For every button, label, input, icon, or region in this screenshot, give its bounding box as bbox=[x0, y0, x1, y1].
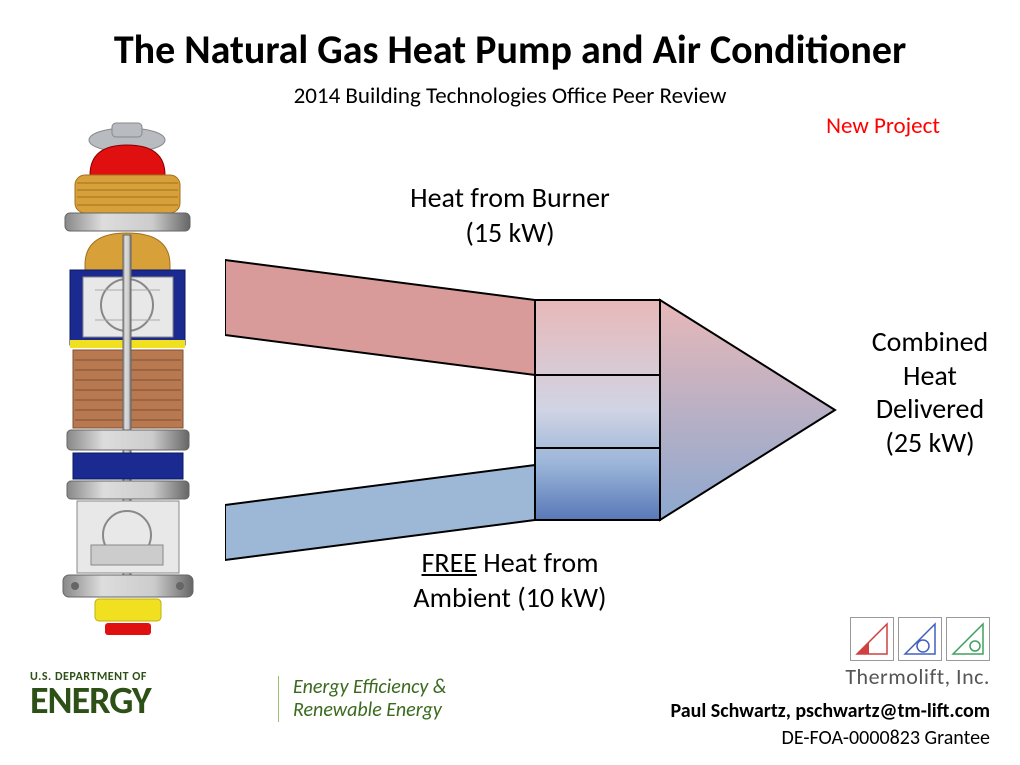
combined-text-2: Heat bbox=[903, 358, 957, 393]
free-rest: Heat from bbox=[477, 545, 599, 580]
thermolift-logo: Thermolift, Inc. bbox=[845, 617, 990, 690]
free-word: FREE bbox=[422, 545, 477, 580]
burner-label: Heat from Burner (15 kW) bbox=[370, 180, 650, 250]
subtitle: 2014 Building Technologies Office Peer R… bbox=[0, 82, 1020, 110]
blue-triangle-icon bbox=[898, 617, 942, 661]
thermolift-name: Thermolift, Inc. bbox=[845, 663, 990, 690]
author-text: Paul Schwartz, pschwartz@tm-lift.com bbox=[670, 699, 990, 723]
doe-logo: U.S. DEPARTMENT OF ENERGY Energy Efficie… bbox=[30, 670, 460, 740]
combined-text-1: Combined bbox=[872, 324, 989, 359]
eere-line2: Renewable Energy bbox=[293, 698, 442, 722]
burner-text-1: Heat from Burner bbox=[410, 180, 610, 215]
burner-text-2: (15 kW) bbox=[465, 215, 554, 250]
combined-text-3: Delivered bbox=[876, 391, 984, 426]
thermolift-triangles-icon bbox=[845, 617, 990, 661]
free-heat-label: FREE Heat from Ambient (10 kW) bbox=[370, 545, 650, 615]
combined-text-4: (25 kW) bbox=[885, 425, 974, 460]
heat-pump-device-icon bbox=[45, 115, 210, 645]
combined-label: Combined Heat Delivered (25 kW) bbox=[850, 325, 1010, 459]
free-line2: Ambient (10 kW) bbox=[413, 580, 606, 615]
page-title: The Natural Gas Heat Pump and Air Condit… bbox=[0, 25, 1020, 74]
red-triangle-icon bbox=[850, 617, 894, 661]
eere-line1: Energy Efficiency & bbox=[293, 675, 447, 699]
green-triangle-icon bbox=[946, 617, 990, 661]
grant-text: DE-FOA-0000823 Grantee bbox=[782, 726, 990, 750]
doe-eere-text: Energy Efficiency & Renewable Energy bbox=[278, 676, 447, 722]
